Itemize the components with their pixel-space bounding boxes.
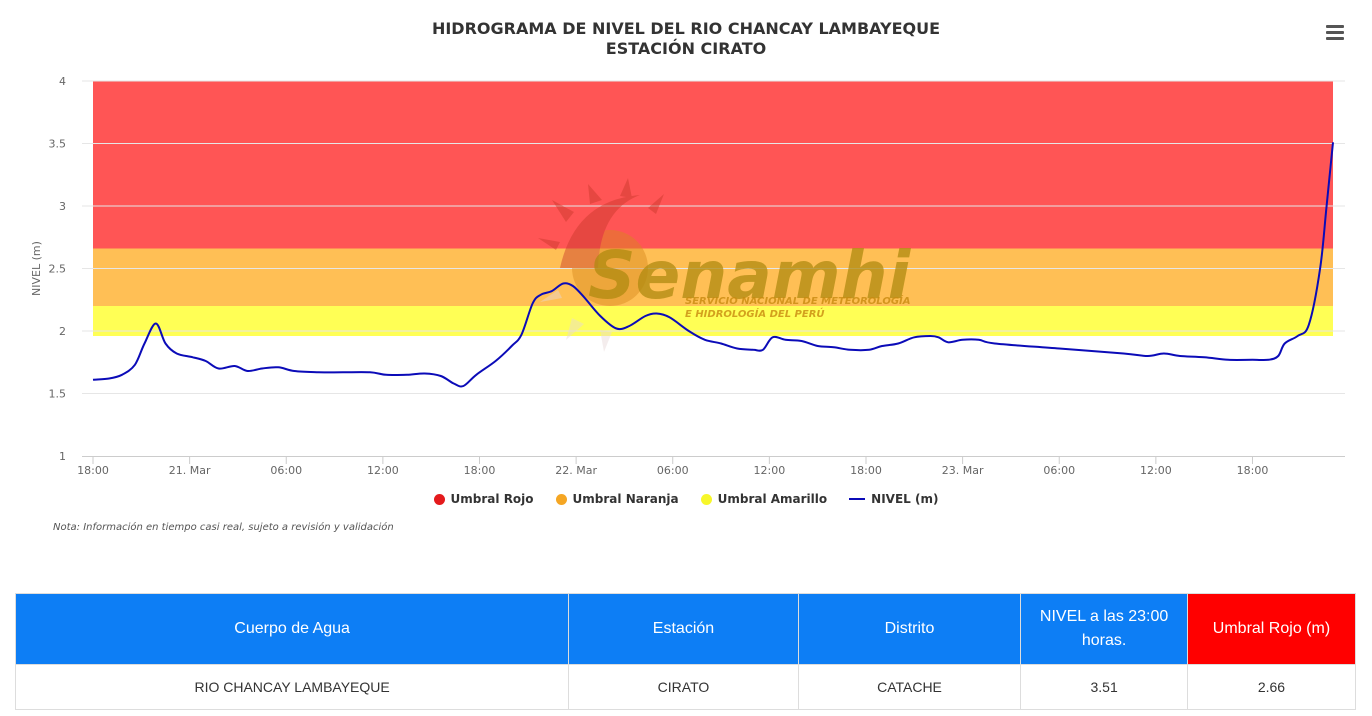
y-tick-label: 1.5 [49, 388, 67, 401]
chart-legend: Umbral Rojo Umbral Naranja Umbral Amarillo… [0, 492, 1372, 506]
chart-title: HIDROGRAMA DE NIVEL DEL RIO CHANCAY LAMB… [431, 19, 941, 38]
table-header-row: Cuerpo de Agua Estación Distrito NIVEL a la… [14, 593, 1357, 665]
y-tick-label: 2.5 [49, 263, 67, 276]
y-axis-title: NIVEL (m) [30, 241, 43, 296]
legend-label: Umbral Naranja [572, 492, 679, 506]
watermark-line1: SERVICIO NACIONAL DE METEOROLOGÍA [685, 294, 911, 307]
x-tick-label: 06:00 [270, 464, 302, 477]
legend-item-3[interactable]: NIVEL (m) [849, 492, 938, 506]
senamhi-watermark: Senamhi SERVICIO NACIONAL DE METEOROLOGÍ… [538, 178, 912, 352]
x-tick-label: 12:00 [754, 464, 786, 477]
x-tick-label: 22. Mar [555, 464, 597, 477]
watermark-line2: E HIDROLOGÍA DEL PERÚ [685, 307, 825, 320]
x-tick-label: 23. Mar [942, 464, 984, 477]
x-tick-label: 18:00 [1237, 464, 1269, 477]
y-tick-label: 3 [59, 200, 66, 213]
x-tick-label: 18:00 [464, 464, 496, 477]
table-cell: RIO CHANCAY LAMBAYEQUE [14, 664, 570, 710]
x-tick-label: 06:00 [657, 464, 689, 477]
legend-label: Umbral Amarillo [717, 492, 828, 506]
threshold-band-0 [93, 81, 1333, 249]
legend-dot-icon [700, 493, 712, 505]
legend-dot-icon [433, 493, 445, 505]
y-tick-label: 1 [59, 450, 66, 463]
table-header-cell: Distrito [797, 593, 1022, 665]
legend-item-1[interactable]: Umbral Naranja [555, 492, 679, 506]
table-header-cell: NIVEL a las 23:00 horas. [1020, 593, 1188, 665]
threshold-band-1 [93, 248, 1333, 306]
table-cell: CATACHE [797, 664, 1022, 710]
series-line-nivel[interactable] [92, 142, 1334, 388]
x-tick-label: 21. Mar [169, 464, 211, 477]
x-tick-label: 12:00 [1140, 464, 1172, 477]
table-header-cell: Estación [568, 593, 799, 665]
x-tick-label: 18:00 [77, 464, 109, 477]
legend-item-0[interactable]: Umbral Rojo [433, 492, 534, 506]
legend-line-icon [849, 498, 866, 500]
x-tick-label: 06:00 [1043, 464, 1075, 477]
legend-label: NIVEL (m) [871, 492, 939, 506]
sun-logo-icon [538, 178, 664, 352]
table-header-cell: Cuerpo de Agua [14, 593, 570, 665]
y-tick-label: 2 [59, 325, 66, 338]
x-tick-label: 18:00 [850, 464, 882, 477]
legend-label: Umbral Rojo [450, 492, 534, 506]
y-tick-label: 4 [59, 75, 66, 88]
hamburger-icon [1326, 25, 1344, 28]
legend-item-2[interactable]: Umbral Amarillo [700, 492, 828, 506]
x-tick-label: 12:00 [367, 464, 399, 477]
table-cell: 2.66 [1186, 664, 1357, 710]
chart-container: Senamhi SERVICIO NACIONAL DE METEOROLOGÍ… [0, 19, 1372, 533]
table-row: RIO CHANCAY LAMBAYEQUE CIRATO CATACHE 3.51 2… [14, 664, 1357, 710]
table-header-cell: Umbral Rojo (m) [1186, 593, 1357, 665]
table-cell: 3.51 [1020, 664, 1188, 710]
table-cell: CIRATO [568, 664, 799, 710]
hydrograph-chart: Senamhi SERVICIO NACIONAL DE METEOROLOGÍ… [30, 75, 1345, 477]
chart-subtitle: ESTACIÓN CIRATO [605, 39, 767, 58]
legend-dot-icon [555, 493, 567, 505]
station-table: Cuerpo de Agua Estación Distrito NIVEL a la… [14, 593, 1357, 710]
watermark-brand: Senamhi [588, 237, 912, 314]
note-text: Nota: Información en tiempo casi real, s… [53, 522, 394, 533]
y-tick-label: 3.5 [49, 138, 67, 151]
chart-menu-button[interactable] [1322, 22, 1348, 44]
